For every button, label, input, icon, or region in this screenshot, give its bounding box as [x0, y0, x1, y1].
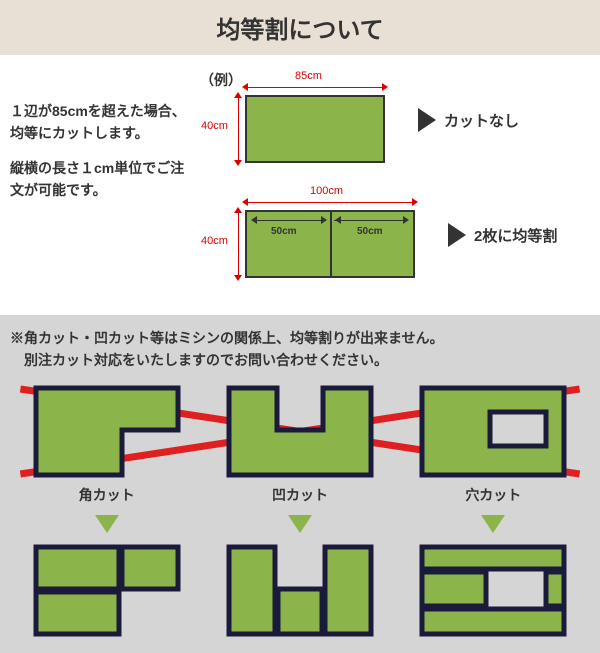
- note-line2: 別注カット対応をいたしますのでお問い合わせください。: [10, 349, 590, 371]
- arrow-down-icon: [481, 515, 505, 533]
- example2-row: 100cm 40cm 50: [200, 185, 590, 285]
- example2-width-label: 100cm: [310, 185, 343, 197]
- cut-hole-split: [418, 543, 568, 638]
- example2-height-label: 40cm: [201, 235, 228, 247]
- cut-label: 凹カット: [272, 485, 328, 505]
- cut-corner-col: [32, 384, 182, 479]
- example-label: （例）: [200, 70, 242, 90]
- cut-concave-shape: [225, 384, 375, 479]
- example1-rect: [245, 95, 385, 163]
- intro-line1: １辺が85cmを超えた場合、均等にカットします。: [10, 100, 190, 145]
- cut-hole-shape: [418, 384, 568, 479]
- cut-concave-col: [225, 384, 375, 479]
- example2-result: 2枚に均等割: [474, 225, 557, 246]
- cuts-bottom-row: [10, 543, 590, 638]
- example1-width-label: 85cm: [295, 70, 322, 82]
- example1-result: カットなし: [444, 110, 519, 131]
- cuts-arrows-row: [10, 505, 590, 543]
- example2-diagram: 100cm 40cm 50: [200, 185, 440, 285]
- example2-rect: 50cm 50cm: [245, 210, 415, 278]
- cut-corner-split: [32, 543, 182, 638]
- arrow-down-icon: [95, 515, 119, 533]
- cuts-labels-row: 角カット 凹カット 穴カット: [10, 479, 590, 505]
- cuts-top-row: [10, 384, 590, 479]
- example1-row: （例） 85cm 40cm カットなし: [200, 70, 590, 170]
- example2-half-right: 50cm: [357, 226, 383, 237]
- example2-half-left: 50cm: [271, 226, 297, 237]
- page-title: 均等割について: [0, 0, 600, 55]
- arrow-icon: [418, 108, 436, 132]
- cuts-section: ※角カット・凹カット等はミシンの関係上、均等割りが出来ません。 別注カット対応を…: [0, 315, 600, 653]
- cut-concave-split: [225, 543, 375, 638]
- cut-label: 穴カット: [465, 485, 521, 505]
- note-line1: ※角カット・凹カット等はミシンの関係上、均等割りが出来ません。: [10, 327, 590, 349]
- intro-line2: 縦横の長さ１cm単位でご注文が可能です。: [10, 157, 190, 202]
- intro-text: １辺が85cmを超えた場合、均等にカットします。 縦横の長さ１cm単位でご注文が…: [10, 70, 190, 300]
- examples-diagrams: （例） 85cm 40cm カットなし 100cm: [200, 70, 590, 300]
- example1-height-label: 40cm: [201, 120, 228, 132]
- arrow-down-icon: [288, 515, 312, 533]
- note-text: ※角カット・凹カット等はミシンの関係上、均等割りが出来ません。 別注カット対応を…: [10, 327, 590, 372]
- arrow-icon: [448, 223, 466, 247]
- cut-label: 角カット: [79, 485, 135, 505]
- example1-diagram: （例） 85cm 40cm: [200, 70, 410, 170]
- examples-section: １辺が85cmを超えた場合、均等にカットします。 縦横の長さ１cm単位でご注文が…: [0, 55, 600, 315]
- cut-corner-shape: [32, 384, 182, 479]
- cut-hole-col: [418, 384, 568, 479]
